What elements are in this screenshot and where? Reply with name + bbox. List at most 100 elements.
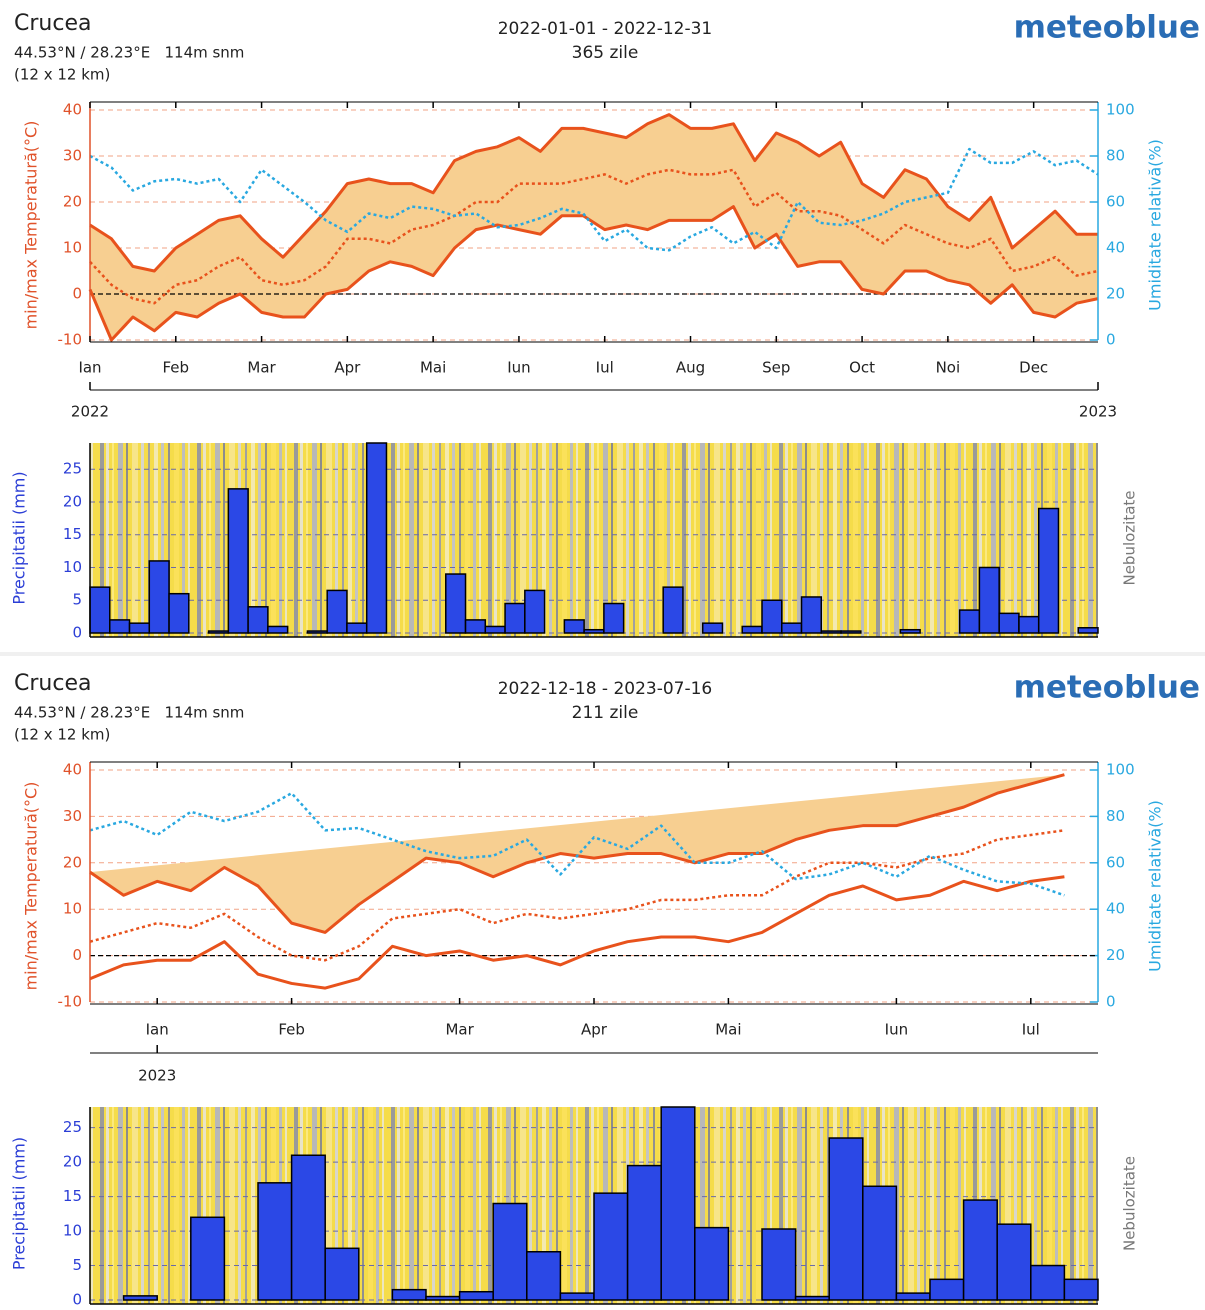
- brand: meteoblue: [1014, 10, 1200, 46]
- y-tick-label: 25: [63, 460, 82, 478]
- bar: [929, 1278, 965, 1301]
- bar: [464, 619, 487, 634]
- y-tick-label: 10: [63, 900, 82, 918]
- bar: [492, 1202, 528, 1301]
- y-tick-label: 30: [63, 147, 82, 165]
- y-tick-label: 0: [72, 946, 82, 964]
- bar: [148, 560, 170, 634]
- bar: [1018, 615, 1040, 634]
- bar: [862, 1185, 898, 1301]
- bar: [207, 630, 230, 634]
- y-tick-label: 20: [63, 492, 82, 510]
- bar: [998, 612, 1020, 634]
- bar: [247, 606, 269, 634]
- x-tick-label: Mar: [247, 359, 276, 377]
- bar: [978, 566, 1000, 634]
- bar: [840, 630, 862, 634]
- bar: [109, 619, 131, 634]
- y2-tick-label: 80: [1106, 147, 1125, 165]
- y-tick-label: 20: [63, 193, 82, 211]
- bar: [168, 592, 190, 634]
- y-tick-label: 10: [63, 558, 82, 576]
- x-tick-label: Iun: [507, 359, 530, 377]
- y-axis-title: min/max Temperatură(°C): [22, 782, 41, 991]
- bar: [899, 628, 921, 634]
- brand: meteoblue: [1014, 670, 1200, 706]
- coordinates: 44.53°N / 28.23°E 114m snm: [14, 704, 244, 722]
- y-tick-label: 0: [72, 624, 82, 642]
- y-tick-label: -10: [58, 331, 83, 349]
- x-tick-label: Ian: [78, 359, 101, 377]
- bar: [781, 622, 803, 634]
- days: 211 zile: [572, 703, 639, 723]
- cloud-cover: [90, 443, 1098, 637]
- y-tick-label: 15: [63, 525, 82, 543]
- y2-tick-label: 0: [1106, 331, 1116, 349]
- y2-axis-title: Umiditate relativă(%): [1146, 139, 1165, 311]
- bar: [559, 1292, 595, 1301]
- bar: [741, 625, 763, 634]
- temperature-band: [90, 774, 1065, 933]
- y-tick-label: -10: [58, 993, 83, 1011]
- x-tick-label: Feb: [278, 1021, 305, 1039]
- x-tick-label: Iun: [885, 1021, 908, 1039]
- bar: [190, 1216, 226, 1301]
- bar: [504, 602, 526, 634]
- days: 365 zile: [572, 43, 639, 63]
- y-axis-title: min/max Temperatură(°C): [22, 121, 41, 330]
- temperature-band: [90, 114, 1098, 340]
- x-tick-label: Ian: [146, 1021, 169, 1039]
- bar: [962, 1199, 998, 1301]
- y-tick-label: 0: [72, 1291, 82, 1309]
- bar: [365, 442, 388, 634]
- bar: [593, 1192, 629, 1301]
- bar: [391, 1288, 427, 1301]
- x-tick-label: Aug: [676, 359, 705, 377]
- location: Crucea: [14, 11, 91, 36]
- separator: [0, 652, 1205, 656]
- year-label: 2023: [1079, 403, 1117, 421]
- y2-tick-label: 100: [1106, 761, 1135, 779]
- bar: [958, 609, 981, 634]
- period: 2022-01-01 - 2022-12-31: [498, 19, 713, 39]
- x-tick-label: Sep: [762, 359, 790, 377]
- y2-tick-label: 40: [1106, 239, 1125, 257]
- y-tick-label: 10: [63, 239, 82, 257]
- y2-tick-label: 80: [1106, 807, 1125, 825]
- humidity-line: [89, 147, 1099, 252]
- bar: [484, 625, 506, 634]
- x-tick-label: Mar: [445, 1021, 474, 1039]
- bar: [425, 1295, 461, 1301]
- bar: [326, 589, 348, 634]
- y-tick-label: 30: [63, 807, 82, 825]
- x-tick-label: Iul: [596, 359, 614, 377]
- bar: [626, 1164, 662, 1301]
- y-tick-label: 20: [63, 853, 82, 871]
- coordinates: 44.53°N / 28.23°E 114m snm: [14, 44, 244, 62]
- bar: [563, 619, 585, 634]
- bar: [257, 1182, 293, 1301]
- y2-axis-title: Nebulozitate: [1121, 490, 1139, 585]
- x-tick-label: Feb: [163, 359, 190, 377]
- bar: [660, 1106, 696, 1301]
- bar: [227, 488, 249, 634]
- bar: [694, 1226, 730, 1301]
- bar: [458, 1290, 494, 1301]
- bar: [794, 1295, 830, 1301]
- y-tick-label: 10: [63, 1222, 82, 1240]
- y2-tick-label: 40: [1106, 900, 1125, 918]
- bar: [603, 602, 625, 634]
- y-tick-label: 25: [63, 1118, 82, 1136]
- year-label: 2023: [138, 1067, 176, 1085]
- y2-axis-title: Nebulozitate: [1121, 1156, 1139, 1251]
- x-tick-label: Iul: [1022, 1021, 1040, 1039]
- y-tick-label: 5: [72, 591, 82, 609]
- y-axis-title: Precipitatii (mm): [10, 1137, 29, 1270]
- bar: [1030, 1264, 1066, 1301]
- x-tick-label: Mai: [715, 1021, 741, 1039]
- y2-tick-label: 60: [1106, 193, 1125, 211]
- x-tick-label: Mai: [420, 359, 446, 377]
- bar: [800, 596, 823, 634]
